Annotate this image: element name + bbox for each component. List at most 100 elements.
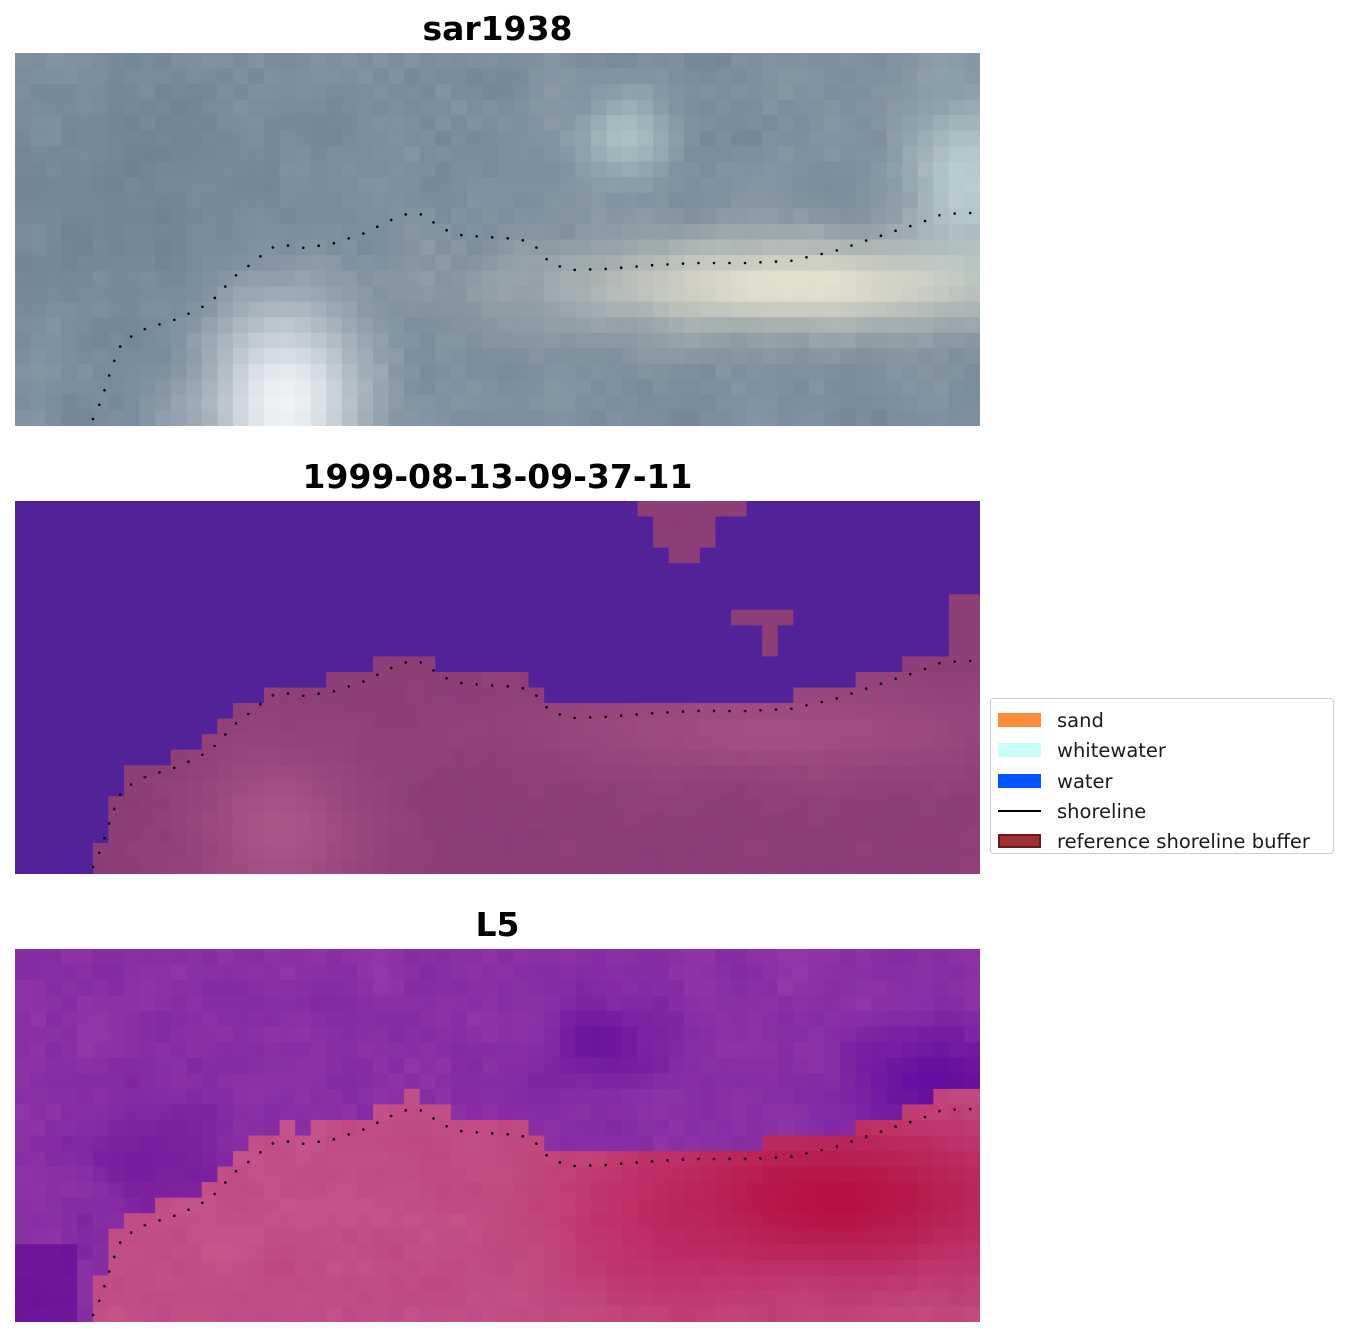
image-pixel	[170, 301, 187, 318]
image-pixel	[653, 1042, 670, 1059]
image-pixel	[871, 270, 888, 287]
image-pixel	[77, 1088, 94, 1106]
image-pixel	[248, 995, 265, 1012]
image-pixel	[217, 858, 234, 874]
image-pixel	[139, 842, 156, 860]
shoreline-dot	[107, 374, 111, 377]
image-pixel	[575, 625, 592, 642]
image-pixel	[46, 980, 63, 997]
image-pixel	[232, 858, 250, 874]
image-pixel	[30, 501, 47, 518]
image-pixel	[310, 1057, 327, 1074]
image-pixel	[668, 1182, 685, 1199]
image-pixel	[793, 1151, 810, 1168]
image-pixel	[653, 625, 670, 642]
image-pixel	[123, 53, 141, 70]
legend-item-reference-buffer: reference shoreline buffer	[991, 826, 1333, 856]
image-pixel	[201, 1135, 218, 1152]
image-pixel	[793, 177, 810, 194]
image-pixel	[668, 1073, 685, 1090]
image-pixel	[839, 980, 857, 997]
image-pixel	[497, 1228, 514, 1245]
image-pixel	[341, 379, 359, 396]
image-pixel	[15, 1026, 32, 1043]
image-pixel	[637, 827, 654, 844]
image-pixel	[232, 780, 250, 797]
image-pixel	[653, 703, 670, 720]
image-pixel	[61, 995, 78, 1012]
image-pixel	[419, 842, 436, 860]
image-pixel	[622, 1151, 639, 1168]
image-pixel	[886, 1135, 903, 1152]
image-pixel	[217, 1213, 234, 1230]
image-pixel	[388, 223, 405, 241]
image-pixel	[559, 1213, 576, 1230]
image-pixel	[606, 949, 623, 966]
image-pixel	[108, 811, 125, 828]
image-pixel	[933, 1275, 950, 1292]
image-pixel	[497, 410, 514, 426]
image-pixel	[30, 811, 47, 828]
image-pixel	[839, 1182, 857, 1199]
image-pixel	[388, 379, 405, 396]
image-pixel	[855, 1197, 872, 1214]
image-pixel	[544, 842, 561, 860]
image-pixel	[295, 995, 312, 1012]
image-pixel	[279, 765, 296, 782]
image-pixel	[622, 255, 639, 272]
image-pixel	[30, 578, 47, 595]
image-pixel	[139, 1259, 156, 1276]
shoreline-dot	[107, 1270, 111, 1273]
image-pixel	[590, 687, 608, 704]
image-pixel	[77, 671, 94, 689]
image-pixel	[404, 827, 421, 844]
image-pixel	[684, 1042, 701, 1059]
image-pixel	[808, 594, 825, 611]
image-pixel	[264, 980, 281, 997]
image-pixel	[388, 1057, 405, 1074]
image-pixel	[450, 1290, 467, 1308]
image-pixel	[668, 594, 685, 611]
image-pixel	[295, 1228, 312, 1245]
image-pixel	[295, 703, 312, 720]
image-pixel	[808, 718, 825, 735]
image-pixel	[730, 827, 748, 844]
image-pixel	[341, 161, 359, 178]
image-pixel	[201, 811, 218, 828]
image-pixel	[466, 1290, 483, 1308]
image-pixel	[264, 146, 281, 163]
image-pixel	[108, 239, 125, 256]
image-pixel	[777, 53, 794, 70]
image-pixel	[917, 1228, 934, 1245]
image-pixel	[559, 734, 576, 751]
shoreline-dot	[879, 234, 883, 237]
image-pixel	[217, 68, 234, 85]
shoreline-dot	[506, 237, 510, 240]
image-pixel	[824, 208, 841, 225]
image-pixel	[217, 208, 234, 225]
image-pixel	[575, 734, 592, 751]
image-pixel	[653, 410, 670, 426]
image-pixel	[357, 115, 374, 132]
shoreline-dot	[445, 1125, 448, 1128]
image-pixel	[637, 130, 654, 147]
image-pixel	[590, 1306, 608, 1322]
image-pixel	[388, 1166, 405, 1183]
image-pixel	[528, 811, 545, 828]
image-pixel	[139, 332, 156, 349]
image-pixel	[855, 949, 872, 966]
image-pixel	[622, 68, 639, 85]
image-pixel	[46, 532, 63, 549]
image-pixel	[668, 99, 685, 116]
image-pixel	[497, 1011, 514, 1028]
image-pixel	[902, 703, 919, 720]
image-pixel	[684, 317, 701, 334]
image-pixel	[730, 609, 748, 626]
image-pixel	[326, 394, 343, 412]
image-pixel	[948, 609, 966, 626]
image-pixel	[715, 332, 732, 349]
shoreline-dot	[107, 822, 111, 825]
image-pixel	[948, 115, 966, 132]
image-pixel	[123, 1290, 141, 1308]
image-pixel	[217, 177, 234, 194]
